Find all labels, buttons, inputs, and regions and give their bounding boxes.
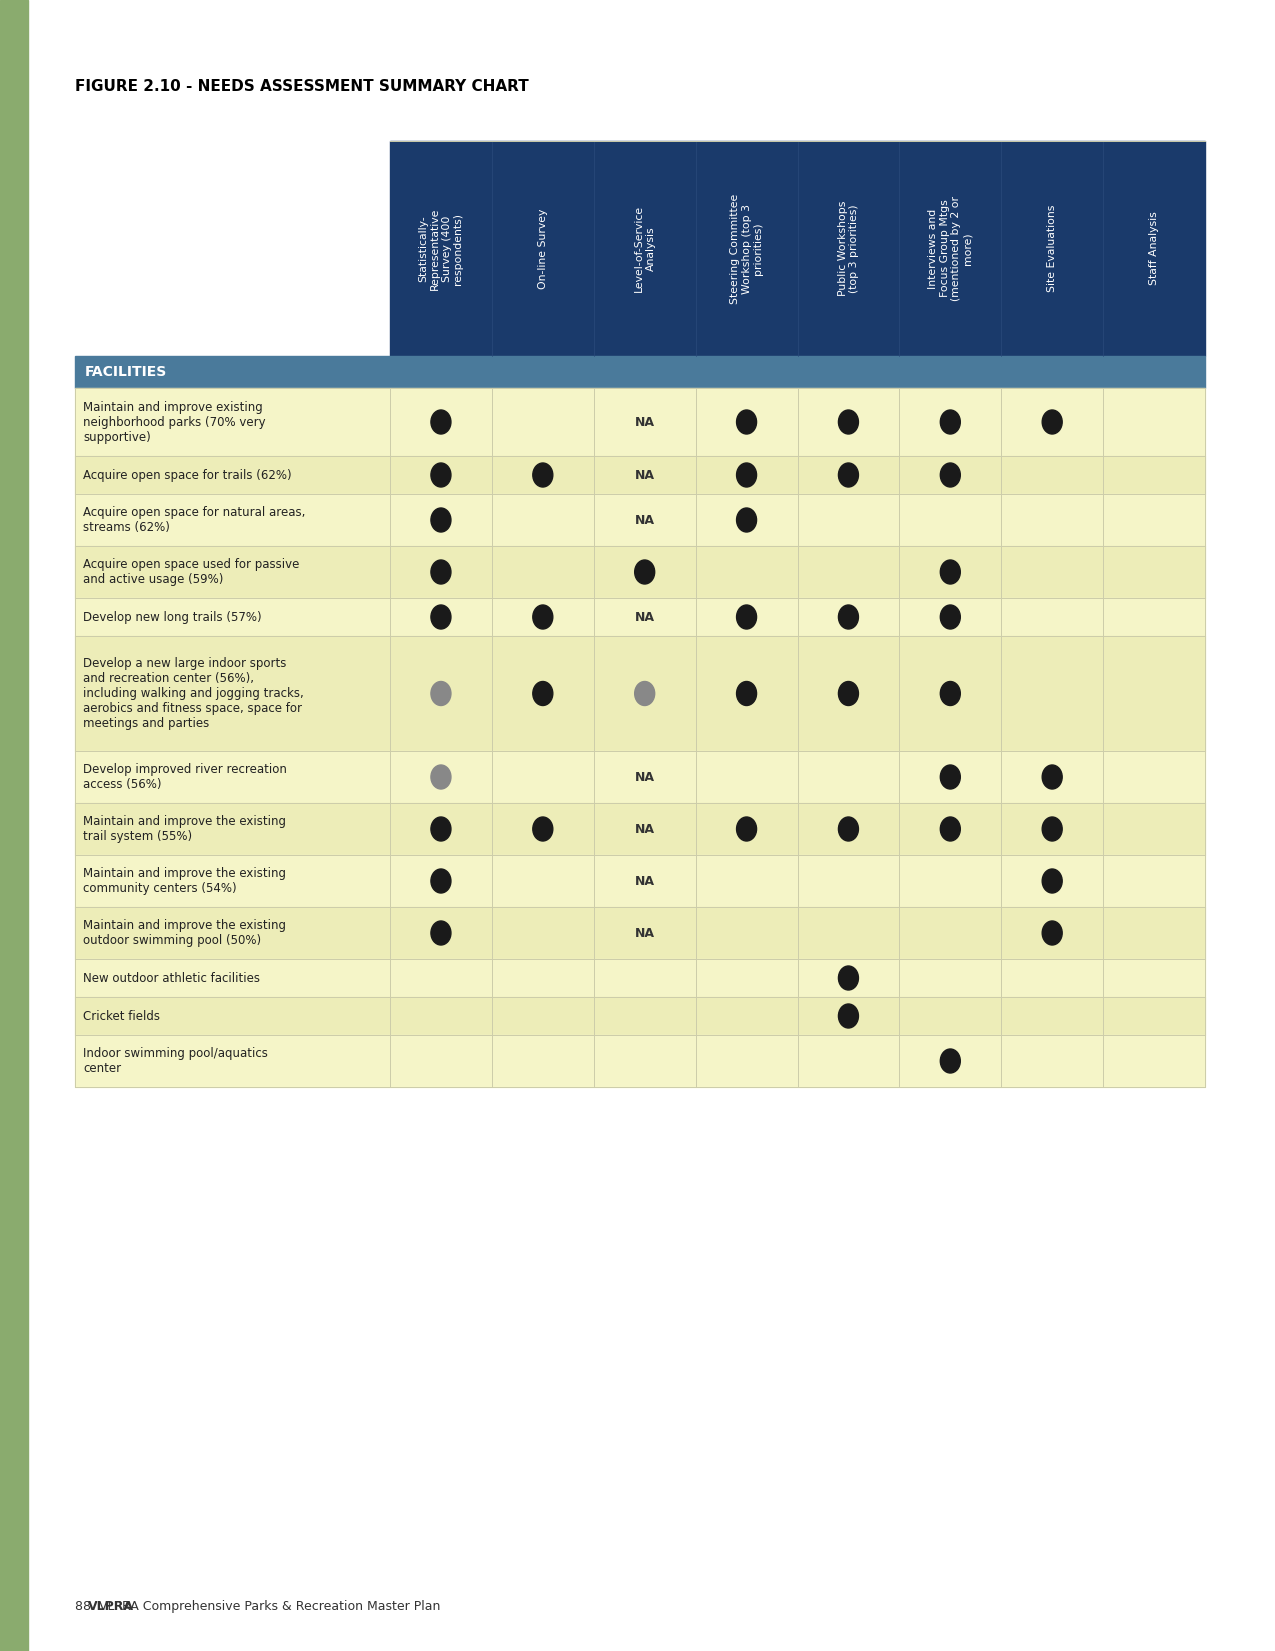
Text: Acquire open space for natural areas,
streams (62%): Acquire open space for natural areas, st…	[83, 505, 306, 533]
Ellipse shape	[533, 604, 553, 629]
Ellipse shape	[839, 1004, 858, 1029]
Bar	[75, 959, 1205, 997]
Ellipse shape	[839, 966, 858, 991]
Text: 88  VLPRA Comprehensive Parks & Recreation Master Plan: 88 VLPRA Comprehensive Parks & Recreatio…	[75, 1600, 440, 1613]
Ellipse shape	[635, 682, 654, 705]
Ellipse shape	[431, 409, 451, 434]
Bar	[75, 1035, 1205, 1086]
Text: FACILITIES: FACILITIES	[85, 365, 167, 380]
Text: NA: NA	[635, 875, 654, 888]
Bar	[390, 140, 1205, 357]
Ellipse shape	[737, 462, 756, 487]
Ellipse shape	[940, 560, 960, 584]
Ellipse shape	[1042, 764, 1062, 789]
Ellipse shape	[737, 604, 756, 629]
Ellipse shape	[839, 462, 858, 487]
Bar	[75, 636, 1205, 751]
Text: On-line Survey: On-line Survey	[538, 208, 548, 289]
Ellipse shape	[737, 817, 756, 840]
Text: VLPRA: VLPRA	[88, 1600, 134, 1613]
Bar	[75, 997, 1205, 1035]
Text: Cricket fields: Cricket fields	[83, 1009, 159, 1022]
Ellipse shape	[1042, 868, 1062, 893]
Text: Steering Committee
Workshop (top 3
priorities): Steering Committee Workshop (top 3 prior…	[731, 193, 764, 304]
Ellipse shape	[737, 409, 756, 434]
Text: Public Workshops
(top 3 priorities): Public Workshops (top 3 priorities)	[838, 201, 859, 296]
Ellipse shape	[737, 509, 756, 532]
Text: Acquire open space used for passive
and active usage (59%): Acquire open space used for passive and …	[83, 558, 300, 586]
Ellipse shape	[533, 682, 553, 705]
Bar	[0, 0, 28, 1651]
Text: Interviews and
Focus Group Mtgs
(mentioned by 2 or
more): Interviews and Focus Group Mtgs (mention…	[928, 196, 973, 300]
Text: New outdoor athletic facilities: New outdoor athletic facilities	[83, 971, 260, 984]
Ellipse shape	[940, 1048, 960, 1073]
Ellipse shape	[940, 682, 960, 705]
Bar	[75, 906, 1205, 959]
Ellipse shape	[431, 509, 451, 532]
Text: Site Evaluations: Site Evaluations	[1047, 205, 1057, 292]
Text: Acquire open space for trails (62%): Acquire open space for trails (62%)	[83, 469, 292, 482]
Ellipse shape	[737, 682, 756, 705]
Ellipse shape	[635, 560, 654, 584]
Bar	[75, 388, 1205, 456]
Text: Maintain and improve existing
neighborhood parks (70% very
supportive): Maintain and improve existing neighborho…	[83, 401, 265, 444]
Text: Develop improved river recreation
access (56%): Develop improved river recreation access…	[83, 763, 287, 791]
Text: Statistically-
Representative
Survey (400
respondents): Statistically- Representative Survey (40…	[418, 208, 463, 289]
Ellipse shape	[1042, 817, 1062, 840]
Text: Maintain and improve the existing
outdoor swimming pool (50%): Maintain and improve the existing outdoo…	[83, 920, 286, 948]
Bar	[75, 598, 1205, 636]
Ellipse shape	[940, 409, 960, 434]
Text: NA: NA	[635, 926, 654, 939]
Bar	[75, 751, 1205, 802]
Bar	[75, 546, 1205, 598]
Ellipse shape	[431, 682, 451, 705]
Bar	[75, 802, 1205, 855]
Bar	[75, 456, 1205, 494]
Bar	[75, 357, 1205, 388]
Text: Level-of-Service
Analysis: Level-of-Service Analysis	[634, 205, 655, 292]
Ellipse shape	[431, 764, 451, 789]
Ellipse shape	[431, 462, 451, 487]
Text: NA: NA	[635, 771, 654, 784]
Text: NA: NA	[635, 822, 654, 835]
Ellipse shape	[940, 817, 960, 840]
Text: Develop new long trails (57%): Develop new long trails (57%)	[83, 611, 261, 624]
Ellipse shape	[431, 921, 451, 944]
Text: FIGURE 2.10 - NEEDS ASSESSMENT SUMMARY CHART: FIGURE 2.10 - NEEDS ASSESSMENT SUMMARY C…	[75, 79, 529, 94]
Ellipse shape	[431, 868, 451, 893]
Bar	[75, 494, 1205, 546]
Bar	[75, 855, 1205, 906]
Text: NA: NA	[635, 513, 654, 527]
Ellipse shape	[1042, 921, 1062, 944]
Text: NA: NA	[635, 416, 654, 429]
Ellipse shape	[839, 682, 858, 705]
Text: NA: NA	[635, 611, 654, 624]
Ellipse shape	[431, 560, 451, 584]
Ellipse shape	[839, 604, 858, 629]
Ellipse shape	[940, 462, 960, 487]
Ellipse shape	[839, 817, 858, 840]
Ellipse shape	[431, 817, 451, 840]
Text: NA: NA	[635, 469, 654, 482]
Ellipse shape	[533, 817, 553, 840]
Ellipse shape	[1042, 409, 1062, 434]
Ellipse shape	[533, 462, 553, 487]
Ellipse shape	[940, 764, 960, 789]
Text: Indoor swimming pool/aquatics
center: Indoor swimming pool/aquatics center	[83, 1047, 268, 1075]
Ellipse shape	[431, 604, 451, 629]
Text: Develop a new large indoor sports
and recreation center (56%),
including walking: Develop a new large indoor sports and re…	[83, 657, 303, 730]
Text: Staff Analysis: Staff Analysis	[1149, 211, 1159, 286]
Text: Maintain and improve the existing
trail system (55%): Maintain and improve the existing trail …	[83, 816, 286, 844]
Ellipse shape	[839, 409, 858, 434]
Text: Maintain and improve the existing
community centers (54%): Maintain and improve the existing commun…	[83, 867, 286, 895]
Ellipse shape	[940, 604, 960, 629]
